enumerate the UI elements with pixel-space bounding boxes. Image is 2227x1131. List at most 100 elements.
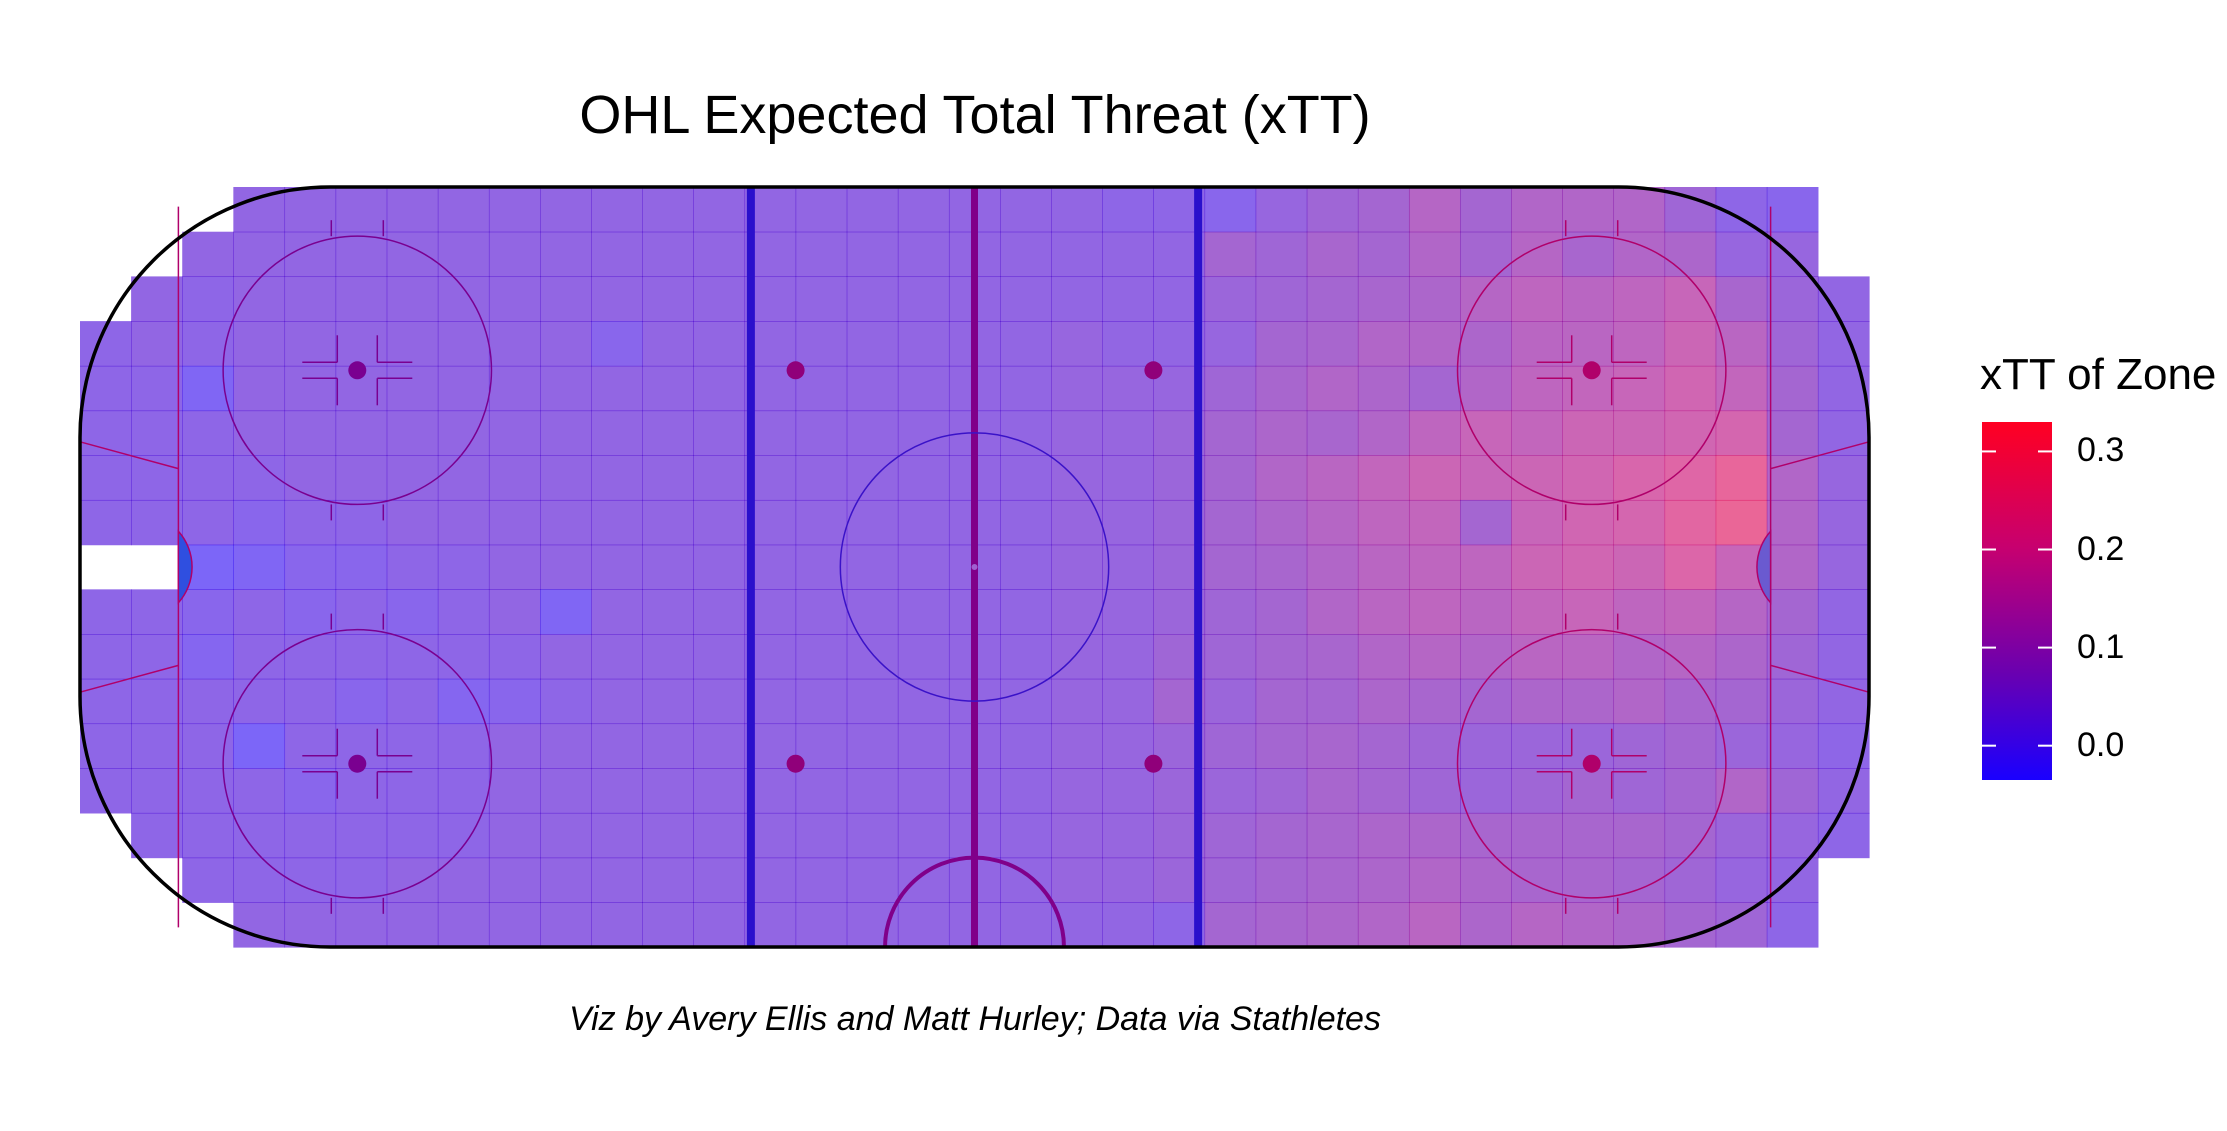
heatmap-cell xyxy=(1306,678,1359,725)
heatmap-cell xyxy=(386,276,439,322)
heatmap-cell xyxy=(1562,321,1615,367)
heatmap-cell xyxy=(1051,723,1103,769)
heatmap-cell xyxy=(1766,857,1819,903)
heatmap-cell xyxy=(1664,321,1717,367)
heatmap-cell xyxy=(284,768,337,814)
heatmap-cell xyxy=(1408,589,1461,635)
heatmap-cell xyxy=(846,544,899,590)
heatmap-cell xyxy=(1562,678,1615,725)
heatmap-cell xyxy=(1715,455,1768,501)
heatmap-cell xyxy=(1664,812,1717,859)
heatmap-cell xyxy=(1613,857,1666,903)
heatmap-cell xyxy=(897,455,950,501)
heatmap-cell xyxy=(386,857,439,903)
heatmap-cell xyxy=(1664,455,1717,501)
heatmap-cell xyxy=(1562,544,1615,590)
heatmap-cell xyxy=(437,187,490,233)
heatmap-cell xyxy=(1204,455,1257,501)
heatmap-cell xyxy=(80,589,132,635)
heatmap-cell xyxy=(1460,723,1512,769)
heatmap-cell xyxy=(642,276,694,322)
heatmap-cell xyxy=(540,589,592,635)
heatmap-cell xyxy=(1000,902,1052,948)
heatmap-cell xyxy=(131,634,183,680)
heatmap-cell xyxy=(1051,768,1103,814)
heatmap-cell xyxy=(437,857,490,903)
heatmap-cell xyxy=(795,678,848,725)
heatmap-cell xyxy=(1102,231,1154,278)
heatmap-cell xyxy=(131,723,183,769)
heatmap-cell xyxy=(1255,812,1308,859)
heatmap-cell xyxy=(693,857,746,903)
heatmap-cell xyxy=(437,634,490,680)
heatmap-cell xyxy=(1562,589,1615,635)
heatmap-cell xyxy=(437,723,490,769)
heatmap-cell xyxy=(1408,634,1461,680)
goal-crease-left xyxy=(177,529,193,605)
heatmap-cell xyxy=(1613,410,1666,456)
heatmap-cell xyxy=(1408,857,1461,903)
heatmap-cell xyxy=(1306,231,1359,278)
heatmap-cell xyxy=(131,768,183,814)
heatmap-cell xyxy=(182,857,234,903)
heatmap-cell xyxy=(284,187,337,233)
heatmap-cell xyxy=(335,455,388,501)
heatmap-cell xyxy=(1664,365,1717,412)
heatmap-cell xyxy=(1204,723,1257,769)
heatmap-cell xyxy=(846,812,899,859)
heatmap-cell xyxy=(897,678,950,725)
heatmap-cell xyxy=(1306,365,1359,412)
heatmap-cell xyxy=(386,768,439,814)
heatmap-cell xyxy=(1051,812,1103,859)
heatmap-cell xyxy=(1613,902,1666,948)
heatmap-cell xyxy=(1460,768,1512,814)
heatmap-cell xyxy=(897,544,950,590)
heatmap-cell xyxy=(591,455,643,501)
heatmap-cell xyxy=(1000,276,1052,322)
heatmap-cell xyxy=(693,410,746,456)
heatmap-cell xyxy=(488,187,541,233)
heatmap-cell xyxy=(335,902,388,948)
heatmap-cell xyxy=(795,857,848,903)
heatmap-cell xyxy=(386,365,439,412)
heatmap-cell xyxy=(1000,187,1052,233)
heatmap-cell xyxy=(846,678,899,725)
heatmap-cell xyxy=(1664,857,1717,903)
heatmap-cell xyxy=(182,723,234,769)
heatmap-cell xyxy=(1460,321,1512,367)
heatmap-cell xyxy=(233,812,286,859)
heatmap-cell xyxy=(1715,634,1768,680)
heatmap-cell xyxy=(1306,499,1359,546)
heatmap-cell xyxy=(488,321,541,367)
heatmap-cell xyxy=(846,902,899,948)
heatmap-cell xyxy=(284,231,337,278)
heatmap-cell xyxy=(233,544,286,590)
heatmap-cell xyxy=(284,321,337,367)
heatmap-cell xyxy=(1102,589,1154,635)
heatmap-cell xyxy=(642,723,694,769)
heatmap-cell xyxy=(1204,276,1257,322)
heatmap-cell xyxy=(1000,544,1052,590)
heatmap-cell xyxy=(1613,455,1666,501)
heatmap-cell xyxy=(437,544,490,590)
heatmap-cell xyxy=(846,321,899,367)
heatmap-cell xyxy=(1102,187,1154,233)
heatmap-cell xyxy=(1664,723,1717,769)
heatmap-cell xyxy=(1051,276,1103,322)
heatmap-cell xyxy=(1562,410,1615,456)
heatmap-cell xyxy=(1306,276,1359,322)
heatmap-cell xyxy=(693,321,746,367)
heatmap-cell xyxy=(1000,410,1052,456)
heatmap-cell xyxy=(1664,544,1717,590)
heatmap-cell xyxy=(335,544,388,590)
heatmap-cell xyxy=(284,589,337,635)
heatmap-cell xyxy=(540,902,592,948)
heatmap-cell xyxy=(182,410,234,456)
faceoff-dot xyxy=(786,754,805,773)
heatmap-cell xyxy=(1562,902,1615,948)
heatmap-cell xyxy=(693,812,746,859)
heatmap-cell xyxy=(693,634,746,680)
heatmap-cell xyxy=(1102,812,1154,859)
heatmap-cell xyxy=(233,365,286,412)
